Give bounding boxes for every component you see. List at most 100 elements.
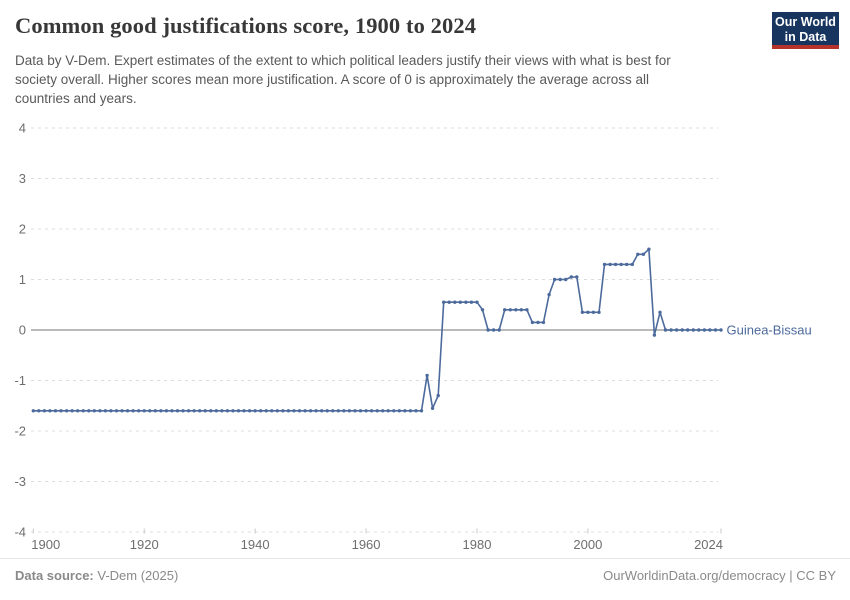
series-point[interactable] [120,409,124,413]
series-point[interactable] [419,409,424,413]
series-point[interactable] [680,328,684,332]
data-source[interactable]: Data source: V-Dem (2025) [15,568,178,583]
series-point[interactable] [131,409,135,413]
series-point[interactable] [552,277,557,282]
series-point[interactable] [508,308,512,312]
footer-link[interactable]: OurWorldinData.org/democracy | CC BY [603,568,836,583]
series-point[interactable] [425,373,429,378]
series-point[interactable] [98,409,102,413]
series-point[interactable] [148,409,152,413]
series-point[interactable] [697,328,701,332]
owid-logo[interactable]: Our World in Data [772,12,839,49]
series-point[interactable] [619,262,623,267]
series-point[interactable] [198,409,202,413]
series-point[interactable] [297,409,302,413]
series-point[interactable] [403,409,407,413]
series-point[interactable] [647,247,651,251]
series-point[interactable] [48,409,52,413]
series-point[interactable] [663,328,668,332]
series-point[interactable] [264,409,268,413]
series-point[interactable] [347,409,352,413]
series-point[interactable] [220,409,224,413]
series-point[interactable] [475,300,479,304]
series-point[interactable] [447,300,451,304]
series-point[interactable] [530,320,535,325]
series-point[interactable] [164,409,169,413]
series-point[interactable] [247,409,252,413]
series-point[interactable] [497,328,501,332]
series-point[interactable] [486,328,490,332]
series-point[interactable] [480,308,485,312]
series-point[interactable] [564,277,568,282]
series-point[interactable] [519,308,523,312]
series-point[interactable] [436,393,440,398]
series-point[interactable] [253,409,257,413]
series-point[interactable] [209,409,213,413]
series-point[interactable] [408,409,413,413]
series-point[interactable] [586,310,590,314]
series-point[interactable] [286,409,291,413]
series-point[interactable] [342,409,346,413]
series-point[interactable] [181,409,185,413]
series-point[interactable] [641,252,646,256]
series-point[interactable] [602,262,607,267]
series-point[interactable] [281,409,285,413]
series-point[interactable] [320,409,324,413]
series-point[interactable] [358,409,363,413]
series-point[interactable] [708,328,712,332]
series-point[interactable] [547,292,551,297]
series-point[interactable] [308,409,313,413]
series-point[interactable] [142,409,146,413]
series-point[interactable] [137,409,141,413]
series-point[interactable] [159,409,163,413]
series-point[interactable] [53,409,58,413]
series-point[interactable] [303,409,307,413]
series-point[interactable] [613,262,618,267]
series-point[interactable] [430,406,435,410]
series-point[interactable] [375,409,379,413]
series-point[interactable] [674,328,679,332]
data-source-value[interactable]: V-Dem (2025) [97,568,179,583]
series-point[interactable] [175,409,180,413]
series-point[interactable] [597,310,601,314]
series-point[interactable] [669,328,673,332]
series-point[interactable] [231,409,235,413]
series-point[interactable] [625,262,629,267]
series-point[interactable] [192,409,196,413]
series-point[interactable] [325,409,329,413]
series-point[interactable] [458,300,462,304]
series-point[interactable] [37,409,41,413]
series-point[interactable] [353,409,357,413]
series-point[interactable] [686,328,690,332]
series-point[interactable] [203,409,207,413]
series-point[interactable] [92,409,97,413]
series-point[interactable] [369,409,374,413]
series-point[interactable] [608,262,612,267]
series-point[interactable] [630,262,634,267]
series-point[interactable] [292,409,296,413]
series-point[interactable] [214,409,218,413]
series-point[interactable] [569,275,573,279]
series-point[interactable] [259,409,263,413]
series-point[interactable] [491,328,496,332]
series-point[interactable] [392,409,396,413]
series-point[interactable] [397,409,401,413]
series-point[interactable] [464,300,468,304]
series-point[interactable] [702,328,707,332]
series-point[interactable] [713,328,718,332]
series-point[interactable] [469,300,474,304]
series-point[interactable] [242,409,246,413]
series-point[interactable] [414,409,418,413]
series-point[interactable] [103,409,108,413]
series-point[interactable] [658,310,662,314]
series-point[interactable] [514,308,518,312]
series-point[interactable] [42,409,47,413]
series-point[interactable] [270,409,274,413]
series-point[interactable] [125,409,130,413]
series-point[interactable] [364,409,368,413]
series-point[interactable] [386,409,390,413]
series-point[interactable] [76,409,80,413]
series-point[interactable] [636,252,640,256]
series-point[interactable] [541,320,546,325]
series-point[interactable] [336,409,340,413]
